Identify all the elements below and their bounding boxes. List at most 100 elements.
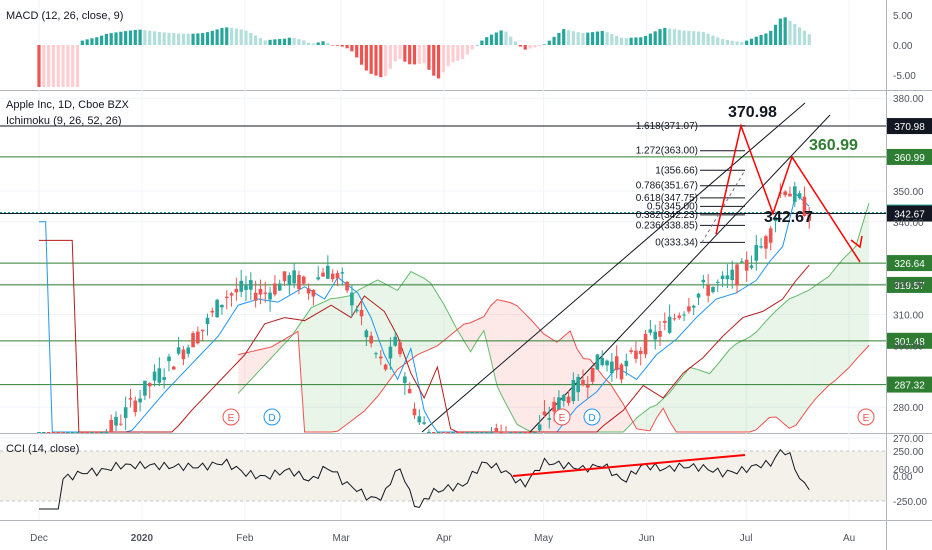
cloud-segment <box>789 296 796 429</box>
macd-bar <box>720 39 725 45</box>
candle-body <box>648 329 653 333</box>
candle-body <box>388 346 393 359</box>
cloud-segment <box>649 404 657 431</box>
candle-body <box>687 306 691 312</box>
macd-bar <box>143 30 147 45</box>
x-tick-label: Feb <box>236 533 254 544</box>
level-price-label: 342.67 <box>894 210 925 221</box>
macd-bar <box>595 31 600 45</box>
price-tick-label: 260.00 <box>893 465 924 476</box>
level-price-label: 287.32 <box>894 381 925 392</box>
candle-body <box>51 432 56 433</box>
candle-body <box>109 419 114 432</box>
candle-body <box>658 331 662 337</box>
fib-level-label: 1(356.66) <box>655 165 698 176</box>
cloud-segment <box>324 298 332 432</box>
cloud-segment <box>716 357 723 432</box>
cloud-segment <box>782 298 790 429</box>
macd-bar <box>85 39 89 45</box>
cloud-segment <box>815 280 823 399</box>
macd-bar <box>687 30 691 45</box>
candle-body <box>470 432 475 433</box>
macd-bar <box>566 30 571 45</box>
x-tick-label: Jul <box>740 533 753 544</box>
candle-body <box>335 273 340 279</box>
fib-level-label: 1.618(371.07) <box>636 121 698 132</box>
x-tick-label: Jun <box>638 533 654 544</box>
candle-body <box>171 366 176 370</box>
macd-bar <box>489 34 494 45</box>
candle-body <box>542 411 547 416</box>
candle-body <box>407 388 412 394</box>
candle-body <box>691 305 696 308</box>
macd-tick-label: -5.00 <box>893 71 916 82</box>
cloud-segment <box>444 304 451 341</box>
macd-bar <box>273 39 277 45</box>
cloud-segment <box>251 350 259 380</box>
candle-body <box>653 331 657 340</box>
earnings-marker-text: E <box>863 413 870 424</box>
earnings-marker-text: D <box>588 413 595 424</box>
candle-body <box>754 245 759 261</box>
candle-body <box>374 353 378 355</box>
cloud-segment <box>769 310 777 418</box>
macd-bar <box>672 29 677 45</box>
cloud-segment <box>463 322 471 352</box>
candle-body <box>99 432 104 433</box>
cloud-segment <box>410 271 418 360</box>
macd-bar <box>701 31 705 45</box>
macd-bar <box>205 32 210 45</box>
cloud-segment <box>722 349 730 432</box>
macd-bar <box>427 45 431 70</box>
candle-body <box>590 367 595 382</box>
macd-bar <box>706 33 710 45</box>
candle-body <box>711 287 715 293</box>
candle-body <box>807 214 812 221</box>
macd-bar <box>388 45 393 69</box>
earnings-marker-text: E <box>559 413 566 424</box>
candle-body <box>123 407 128 418</box>
cloud-segment <box>643 407 650 431</box>
tenkan-sen-line <box>39 193 810 433</box>
macd-bar <box>321 41 325 45</box>
macd-bar <box>648 33 652 45</box>
candle-body <box>253 292 258 301</box>
candle-body <box>768 228 773 243</box>
candle-body <box>403 376 407 383</box>
cloud-segment <box>483 305 491 358</box>
candle-body <box>436 432 441 433</box>
macd-bar <box>210 30 214 45</box>
projection-arrowhead <box>850 235 863 249</box>
cloud-segment <box>696 369 703 432</box>
macd-bar <box>518 45 522 47</box>
candle-body <box>37 432 41 433</box>
level-price-tag <box>887 255 932 272</box>
cci-line <box>39 448 810 510</box>
macd-bar <box>716 37 720 45</box>
cloud-segment <box>862 202 869 353</box>
price-tick-label: 270.00 <box>893 434 924 445</box>
candle-body <box>224 296 229 299</box>
cloud-segment <box>357 286 365 417</box>
macd-bar <box>66 45 70 87</box>
candle-body <box>600 357 605 366</box>
cci-tick-label: 250.00 <box>893 447 924 458</box>
candle-body <box>749 265 754 268</box>
macd-bar <box>436 45 441 79</box>
macd-bar <box>581 32 585 45</box>
x-tick-label: May <box>534 533 553 544</box>
macd-bar <box>379 45 383 78</box>
candle-body <box>585 385 590 388</box>
price-tick-label: 380.00 <box>893 94 924 105</box>
macd-bar <box>157 31 161 45</box>
candle-body <box>740 261 744 263</box>
level-price-tag <box>887 148 932 165</box>
cloud-segment <box>437 293 445 346</box>
price-channel <box>421 102 831 433</box>
macd-bar <box>451 45 455 63</box>
macd-bar <box>639 37 643 45</box>
cloud-segment <box>802 289 810 416</box>
macd-bar <box>523 45 527 50</box>
macd-bar <box>562 29 566 45</box>
